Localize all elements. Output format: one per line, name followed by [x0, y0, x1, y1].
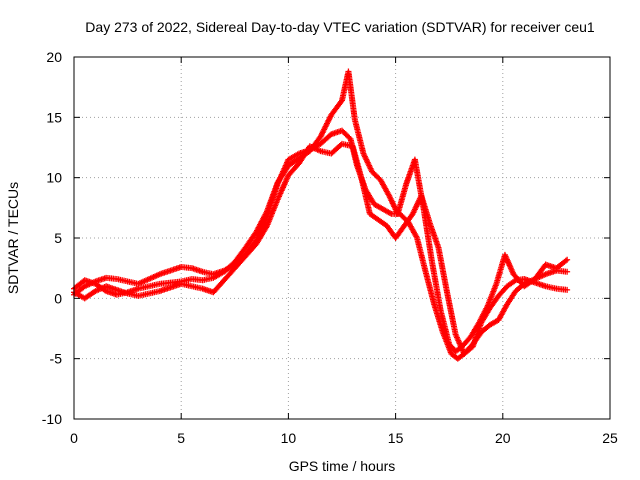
data-point [561, 258, 568, 265]
data-point [122, 278, 129, 285]
data-point [165, 284, 172, 291]
data-point [422, 267, 429, 274]
data-point [437, 305, 444, 312]
data-point [452, 329, 459, 336]
data-point [492, 282, 499, 289]
data-point [79, 285, 86, 292]
data-point [562, 257, 569, 264]
series-trace-1 [71, 127, 571, 362]
data-point [198, 268, 205, 275]
data-point [316, 147, 323, 154]
data-point [325, 133, 332, 140]
data-point [413, 233, 420, 240]
data-point [336, 143, 343, 150]
data-point [530, 279, 537, 286]
data-point [155, 271, 162, 278]
data-point [89, 289, 96, 296]
data-point [240, 255, 247, 262]
y-axis-label: SDTVAR / TECUs [5, 182, 21, 294]
data-point [511, 278, 518, 285]
data-point [434, 243, 441, 250]
data-point [123, 289, 130, 296]
data-point [402, 182, 409, 189]
data-point [263, 209, 270, 216]
data-point [360, 148, 367, 155]
data-point [315, 136, 322, 143]
x-tick-label: 15 [388, 430, 404, 446]
data-point [375, 174, 382, 181]
x-tick-label: 25 [602, 430, 618, 446]
data-point [465, 336, 472, 343]
data-point [79, 279, 86, 286]
data-point [541, 271, 548, 278]
data-point [154, 288, 161, 295]
x-tick-label: 5 [177, 430, 185, 446]
data-point [197, 285, 204, 292]
data-point [452, 353, 459, 360]
data-point [562, 268, 569, 275]
y-tick-label: 5 [54, 230, 62, 246]
data-point [112, 286, 119, 293]
data-point [337, 128, 344, 135]
data-point [208, 275, 215, 282]
data-point [187, 282, 194, 289]
y-tick-label: -10 [42, 411, 62, 427]
data-point [240, 247, 247, 254]
data-point [144, 290, 151, 297]
data-point [229, 261, 236, 268]
data-point [541, 282, 548, 289]
data-point [399, 225, 406, 232]
series-trace-2 [71, 68, 571, 355]
y-tick-label: 10 [46, 170, 62, 186]
data-point [562, 286, 569, 293]
data-point [187, 264, 194, 271]
data-point [493, 295, 500, 302]
data-point [386, 210, 393, 217]
data-point [345, 133, 352, 140]
x-tick-label: 20 [495, 430, 511, 446]
y-tick-label: 20 [46, 49, 62, 65]
data-point [426, 218, 433, 225]
data-point [229, 267, 236, 274]
data-point [274, 197, 281, 204]
x-tick-label: 0 [70, 430, 78, 446]
x-tick-label: 10 [281, 430, 297, 446]
data-point [165, 268, 172, 275]
data-marks [71, 68, 571, 362]
y-tick-label: -5 [50, 351, 63, 367]
y-tick-label: 0 [54, 290, 62, 306]
data-point [430, 299, 437, 306]
data-point [133, 286, 140, 293]
x-axis-label: GPS time / hours [289, 458, 396, 474]
data-point [357, 173, 364, 180]
data-point [251, 243, 258, 250]
data-point [407, 213, 414, 220]
data-point [144, 276, 151, 283]
series-trace-3 [71, 140, 571, 357]
data-point [337, 100, 344, 107]
data-point [484, 323, 491, 330]
data-point [338, 98, 345, 105]
y-tick-label: 15 [46, 109, 62, 125]
grid [74, 57, 610, 419]
data-point [501, 285, 508, 292]
data-point [218, 279, 225, 286]
axis-ticks: 0 5 10 15 20 25 -10 -5 0 5 10 15 20 [42, 49, 618, 446]
data-point [293, 162, 300, 169]
data-point [540, 264, 547, 271]
data-point [467, 345, 474, 352]
data-point [144, 283, 151, 290]
chart-title: Day 273 of 2022, Sidereal Day-to-day VTE… [85, 19, 595, 35]
data-point [326, 150, 333, 157]
